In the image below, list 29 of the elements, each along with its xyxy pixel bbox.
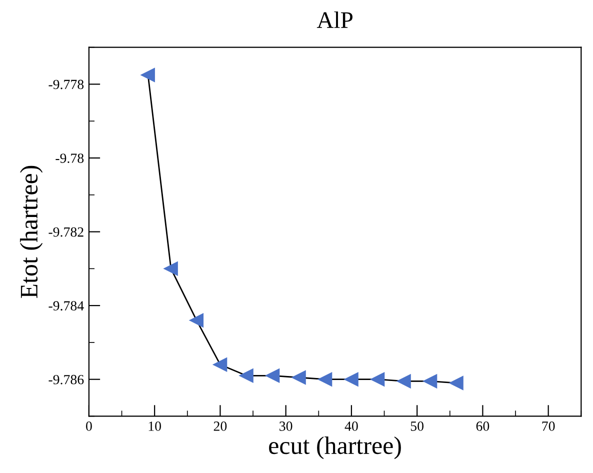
point (292, 370, 306, 384)
y-tick-label: -9.782 (48, 227, 84, 237)
point (423, 374, 438, 388)
point (240, 368, 254, 383)
y-tick-label: -9.784 (48, 301, 84, 311)
point (213, 358, 228, 372)
y-tick-label: -9.78 (56, 154, 84, 163)
y-tick-label: -9.786 (48, 374, 84, 384)
point (370, 372, 385, 386)
point (266, 368, 280, 383)
x-tick-label: 70 (542, 422, 555, 431)
point (190, 313, 204, 328)
x-tick-label: 20 (214, 422, 227, 431)
point (344, 372, 358, 386)
y-axis-title: Etot (hartree) (20, 166, 43, 298)
point (450, 376, 464, 390)
point (164, 262, 178, 276)
point (397, 374, 411, 388)
x-tick-label: 30 (280, 422, 292, 431)
point (318, 372, 332, 386)
x-tick-label: 40 (344, 422, 358, 431)
x-axis-title: ecut (hartree) (269, 436, 401, 460)
x-tick-label: 60 (476, 422, 490, 431)
x-tick-label: 10 (148, 422, 161, 431)
y-tick-label: -9.778 (48, 80, 84, 90)
point (141, 68, 155, 82)
x-tick-label: 0 (86, 422, 92, 431)
x-tick-label: 50 (410, 422, 424, 431)
chart-title: AlP (316, 11, 352, 28)
